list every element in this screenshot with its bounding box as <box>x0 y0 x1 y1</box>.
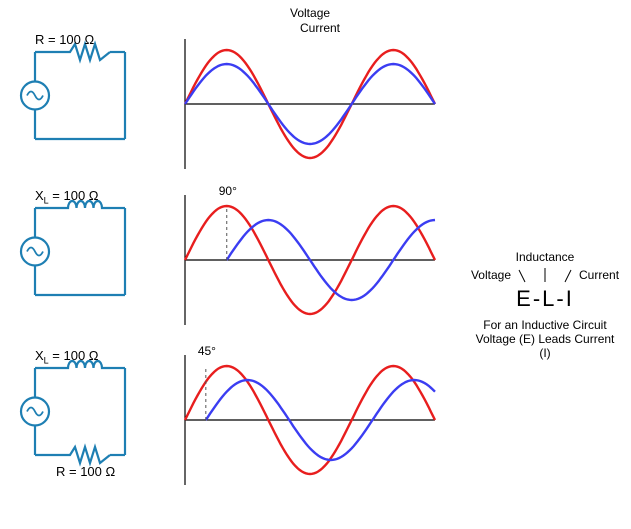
circuit-label-0: R = 100 Ω <box>35 32 94 47</box>
waveform-plot-2 <box>185 350 465 500</box>
mnemonic-block: Inductance Voltage Current E-L-I For an Indu… <box>470 250 620 360</box>
circuit-0 <box>30 34 150 174</box>
legend-voltage: Voltage <box>290 6 330 20</box>
circuit-label-1: XL = 100 Ω <box>35 188 99 206</box>
mnemonic-line2: Voltage (E) Leads Current (I) <box>470 332 620 360</box>
mnemonic-lines-icon <box>515 266 575 284</box>
legend-voltage-wrap: Voltage <box>290 6 330 20</box>
phase-marker-label-1: 90° <box>219 184 237 198</box>
circuit-label-bottom-2: R = 100 Ω <box>56 464 115 479</box>
mnemonic-line1: For an Inductive Circuit <box>470 318 620 332</box>
waveform-plot-0 <box>185 34 465 184</box>
resistor-icon <box>60 447 110 463</box>
phase-marker-label-2: 45° <box>198 344 216 358</box>
mnemonic-right: Current <box>579 268 619 282</box>
legend-current-wrap: Current <box>300 21 340 35</box>
mnemonic-left: Voltage <box>471 268 511 282</box>
legend-current: Current <box>300 21 340 35</box>
mnemonic-acronym: E-L-I <box>470 286 620 312</box>
mnemonic-top: Inductance <box>470 250 620 264</box>
circuit-label-2: XL = 100 Ω <box>35 348 99 366</box>
waveform-plot-1 <box>185 190 465 340</box>
circuit-1 <box>30 190 150 330</box>
